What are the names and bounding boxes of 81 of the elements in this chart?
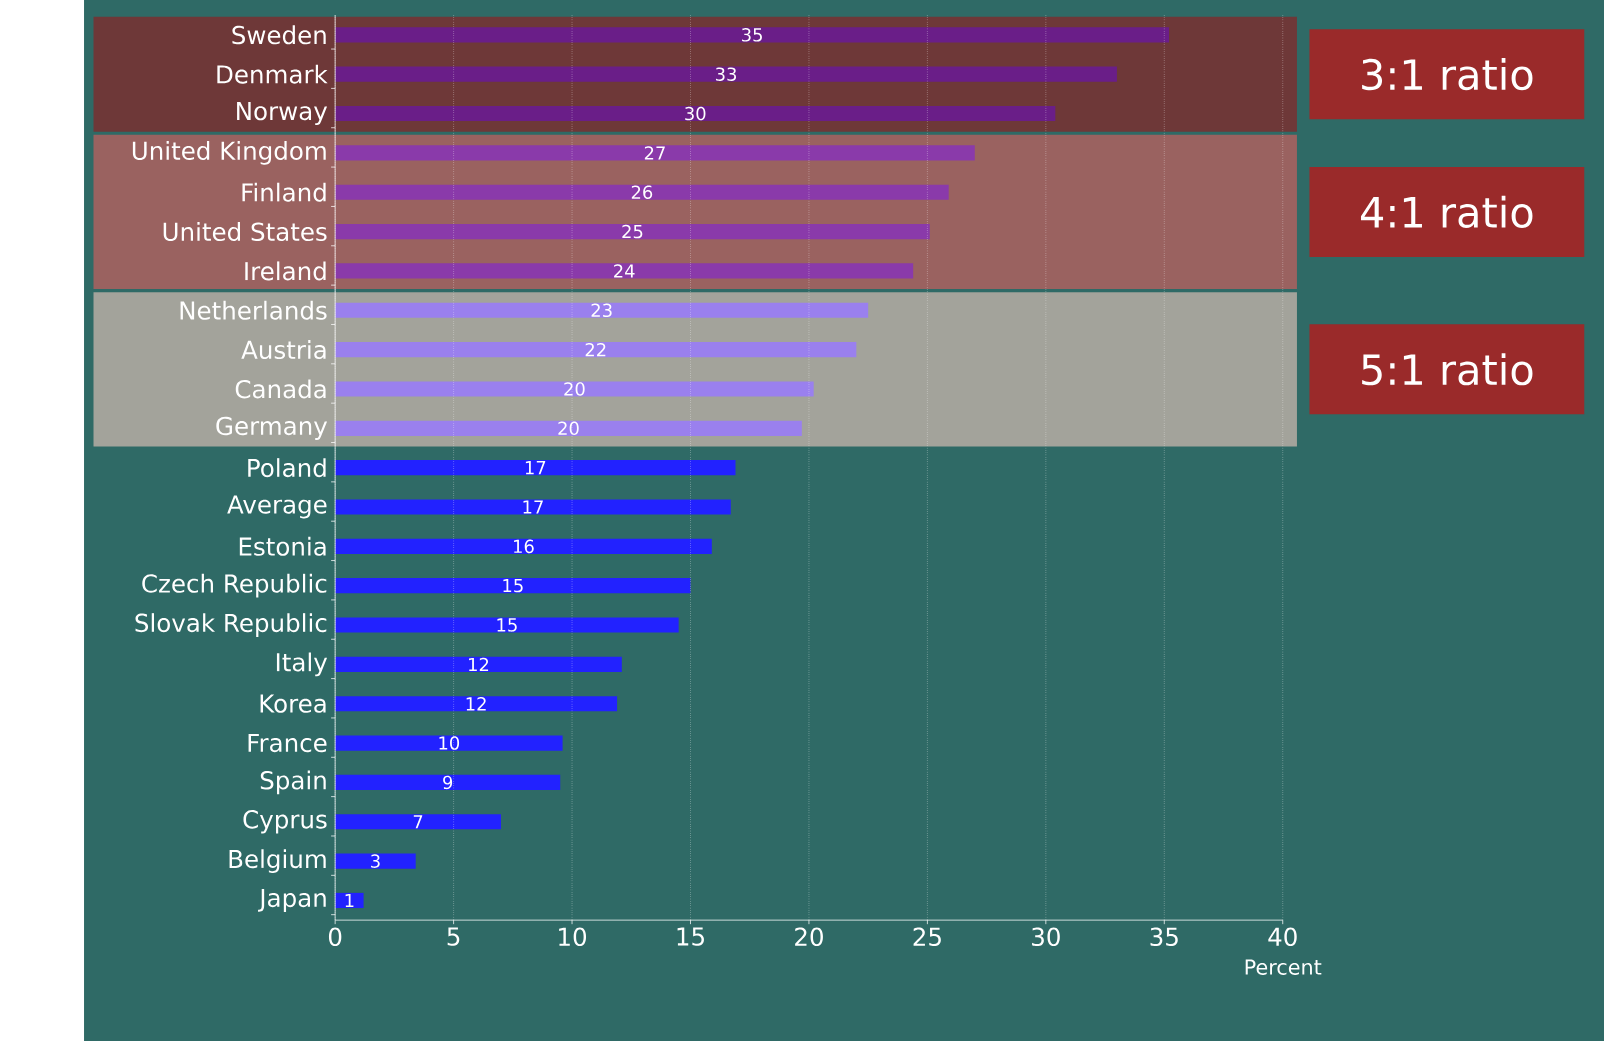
band-label: 5:1 ratio [1362, 353, 1533, 386]
data-label: 15 [503, 578, 523, 593]
data-label: 25 [622, 224, 643, 239]
data-label: 20 [564, 381, 585, 396]
x-tick-label: 40 [1268, 927, 1297, 946]
bar [335, 223, 930, 239]
x-tick-label: 5 [447, 927, 460, 946]
data-label: 24 [614, 264, 635, 278]
x-tick-label: 35 [1150, 927, 1178, 946]
bar [335, 105, 1056, 121]
bar [335, 813, 501, 830]
y-tick-label: Sweden [232, 25, 326, 45]
bar [335, 735, 563, 751]
y-tick-label: Italy [276, 652, 328, 677]
y-tick-label: Spain [260, 770, 326, 795]
bar [335, 27, 1170, 43]
y-tick-label: Netherlands [180, 300, 327, 320]
bar [335, 184, 949, 200]
y-tick-label: Canada [235, 379, 326, 399]
y-tick-label: Norway [237, 101, 328, 125]
bar [335, 145, 975, 161]
y-tick-label: Cyprus [243, 809, 327, 834]
data-label: 27 [644, 146, 665, 160]
x-tick-label: 15 [677, 927, 704, 946]
bar [335, 617, 679, 633]
y-tick-label: Austria [241, 339, 326, 359]
y-tick-label: Finland [242, 182, 326, 202]
x-tick-label: 25 [913, 927, 941, 946]
data-label: 30 [685, 106, 706, 121]
bar [335, 774, 561, 790]
y-tick-label: France [248, 733, 327, 752]
data-label: 9 [443, 775, 453, 789]
bar [335, 695, 618, 712]
bar [335, 499, 731, 515]
x-tick-label: 10 [559, 927, 587, 946]
data-label: 23 [591, 303, 612, 317]
y-tick-label: Ireland [245, 261, 326, 281]
bar [335, 381, 814, 397]
data-label: 22 [585, 342, 606, 357]
y-tick-label: Czech Republic [142, 573, 327, 598]
x-tick-label: 20 [795, 927, 823, 946]
data-label: 16 [514, 539, 534, 553]
data-label: 1 [345, 893, 354, 907]
data-label: 7 [413, 815, 423, 829]
band-label: 4:1 ratio [1360, 195, 1533, 228]
y-tick-label: Korea [260, 694, 326, 713]
y-tick-label: Denmark [217, 64, 328, 84]
y-tick-label: Slovak Republic [135, 612, 327, 637]
data-label: 35 [742, 27, 762, 42]
bar [335, 853, 416, 869]
bar [335, 577, 691, 594]
bar [335, 656, 622, 672]
data-label: 20 [558, 421, 579, 435]
data-label: 3 [371, 854, 380, 868]
data-label: 12 [466, 696, 486, 711]
bar [335, 459, 736, 476]
y-tick-label: Belgium [229, 849, 326, 873]
y-tick-label: Average [227, 495, 327, 519]
bar [335, 66, 1117, 82]
data-label: 26 [631, 185, 653, 199]
x-axis-title: Percent [1245, 959, 1322, 975]
band-label: 3:1 ratio [1362, 57, 1533, 91]
y-tick-label: Estonia [239, 536, 326, 556]
data-label: 12 [469, 657, 489, 671]
bar [335, 420, 802, 436]
y-tick-label: Japan [258, 888, 326, 912]
bar [335, 263, 914, 279]
y-tick-label: United States [163, 221, 327, 241]
data-label: 15 [497, 618, 517, 632]
bar [335, 341, 857, 357]
data-label: 17 [525, 460, 546, 474]
x-tick-label: 30 [1032, 927, 1060, 946]
bar [335, 302, 869, 318]
x-tick-label: 0 [328, 927, 342, 946]
y-tick-label: Germany [216, 416, 328, 440]
y-tick-label: United Kingdom [132, 140, 326, 165]
bar [335, 538, 712, 554]
y-tick-label: Poland [248, 457, 326, 477]
data-label: 17 [523, 500, 543, 514]
data-label: 10 [439, 736, 460, 750]
data-label: 33 [715, 67, 737, 81]
